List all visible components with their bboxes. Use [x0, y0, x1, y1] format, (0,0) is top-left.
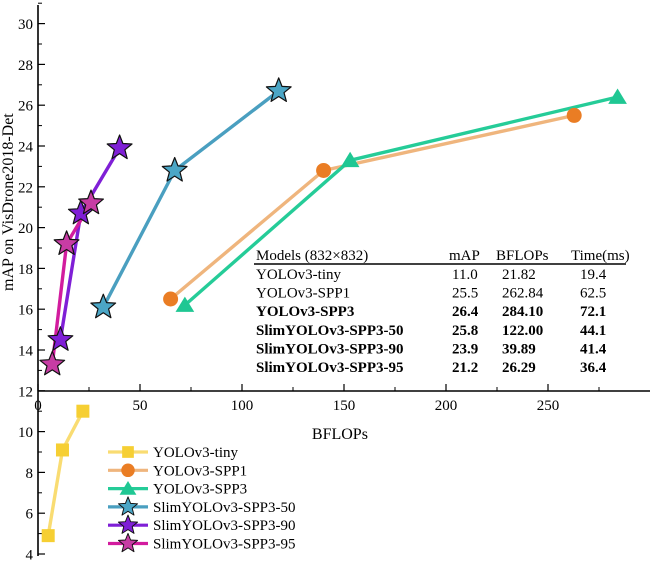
data-point-yolov3-tiny — [55, 443, 69, 457]
data-point-yolov3-tiny — [76, 404, 90, 418]
y-tick-label: 24 — [18, 140, 34, 156]
data-point-slimyolov3-spp3-90 — [106, 134, 133, 160]
y-axis-title: mAP on VisDrone2018-Det — [0, 113, 17, 291]
y-tick-label: 10 — [18, 425, 33, 441]
table-cell: 36.4 — [580, 360, 607, 376]
data-point-yolov3-spp3 — [340, 151, 360, 168]
x-tick-label: 50 — [133, 398, 148, 414]
data-point-yolov3-spp3 — [175, 296, 195, 312]
table-header-cell: Time(ms) — [571, 248, 630, 264]
table-header-cell: mAP — [449, 248, 480, 264]
x-tick-label: 150 — [333, 398, 356, 414]
table-cell: YOLOv3-SPP1 — [256, 286, 350, 302]
table-cell: YOLOv3-SPP3 — [256, 304, 354, 320]
x-tick-label: 100 — [231, 398, 254, 414]
table-cell: 122.00 — [502, 323, 543, 339]
y-tick-label: 16 — [18, 303, 34, 319]
legend-marker — [119, 480, 137, 495]
legend-marker — [117, 514, 139, 534]
legend-marker — [117, 532, 139, 553]
table-cell: 26.4 — [452, 304, 479, 320]
series-markers — [39, 77, 627, 543]
data-point-yolov3-tiny — [41, 529, 55, 543]
series-line-yolov3-spp3 — [183, 95, 618, 307]
data-point-yolov3-spp1 — [163, 291, 179, 307]
y-tick-label: 30 — [18, 17, 33, 33]
y-tick-label: 28 — [18, 58, 33, 74]
table-header-cell: Models (832×832) — [256, 248, 368, 264]
x-tick-label: 0 — [34, 398, 42, 414]
y-tick-label: 4 — [26, 548, 34, 564]
table-cell: 11.0 — [452, 267, 478, 283]
y-tick-label: 8 — [26, 466, 34, 482]
table-cell: 26.29 — [502, 360, 536, 376]
data-point-yolov3-spp1 — [316, 162, 332, 178]
table-cell: 72.1 — [580, 304, 606, 320]
legend-label: SlimYOLOv3-SPP3-50 — [153, 500, 296, 516]
data-point-slimyolov3-spp3-90 — [47, 326, 74, 351]
table-cell: 39.89 — [502, 341, 536, 357]
y-tick-label: 14 — [18, 344, 34, 360]
y-tick-label: 22 — [18, 180, 33, 196]
table-cell: SlimYOLOv3-SPP3-95 — [256, 360, 404, 376]
table-cell: 41.4 — [580, 341, 607, 357]
y-tick-label: 6 — [26, 507, 34, 523]
data-point-slimyolov3-spp3-95 — [53, 230, 80, 255]
axes: 4 6 8 10 12 14 16 18 20 22 24 26 28 30 0 50 100 150 200 250… — [0, 2, 650, 564]
data-point-slimyolov3-spp3-50 — [265, 77, 292, 103]
legend-marker — [117, 496, 139, 516]
table-cell: 25.8 — [452, 323, 478, 339]
table-cell: 21.2 — [452, 360, 478, 376]
legend-label: YOLOv3-SPP3 — [153, 482, 247, 498]
y-tick-label: 18 — [18, 262, 33, 278]
data-point-slimyolov3-spp3-50 — [90, 293, 117, 319]
legend-marker — [122, 446, 134, 458]
legend-label: SlimYOLOv3-SPP3-90 — [153, 518, 296, 534]
data-point-yolov3-spp3 — [608, 88, 627, 104]
series-line-yolov3-tiny — [46, 410, 85, 536]
table-cell: 262.84 — [502, 286, 544, 302]
table-cell: SlimYOLOv3-SPP3-90 — [256, 341, 404, 357]
legend-marker — [121, 463, 135, 478]
table-cell: 19.4 — [580, 267, 607, 283]
table-cell: 23.9 — [452, 341, 478, 357]
table-cell: YOLOv3-tiny — [256, 267, 341, 283]
table-header-cell: BFLOPs — [496, 248, 549, 264]
table-cell: 21.82 — [502, 267, 536, 283]
x-tick-label: 200 — [435, 398, 458, 414]
y-tick-label: 12 — [18, 384, 33, 400]
legend-label: YOLOv3-tiny — [153, 445, 238, 461]
x-tick-label: 250 — [537, 398, 560, 414]
legend-label: YOLOv3-SPP1 — [153, 463, 247, 479]
table-cell: 25.5 — [452, 286, 478, 302]
results-table: Models (832×832) mAP BFLOPs Time(ms) YOLOv3-… — [254, 248, 630, 376]
legend-label: SlimYOLOv3-SPP3-95 — [153, 537, 296, 553]
x-axis-title: BFLOPs — [312, 426, 368, 443]
series-line-slimyolov3-spp3-50 — [101, 89, 280, 308]
legend: YOLOv3-tiny YOLOv3-SPP1 YOLOv3-SPP3 SlimYOL… — [108, 445, 296, 553]
table-cell: 44.1 — [580, 323, 606, 339]
y-tick-label: 20 — [18, 221, 33, 237]
table-cell: SlimYOLOv3-SPP3-50 — [256, 323, 404, 339]
data-point-yolov3-spp1 — [566, 107, 582, 123]
data-point-slimyolov3-spp3-95 — [78, 189, 105, 215]
table-cell: 284.10 — [502, 304, 543, 320]
data-point-slimyolov3-spp3-95 — [39, 350, 66, 376]
data-point-slimyolov3-spp3-50 — [161, 156, 188, 182]
y-tick-label: 26 — [18, 99, 34, 115]
table-cell: 62.5 — [580, 286, 606, 302]
